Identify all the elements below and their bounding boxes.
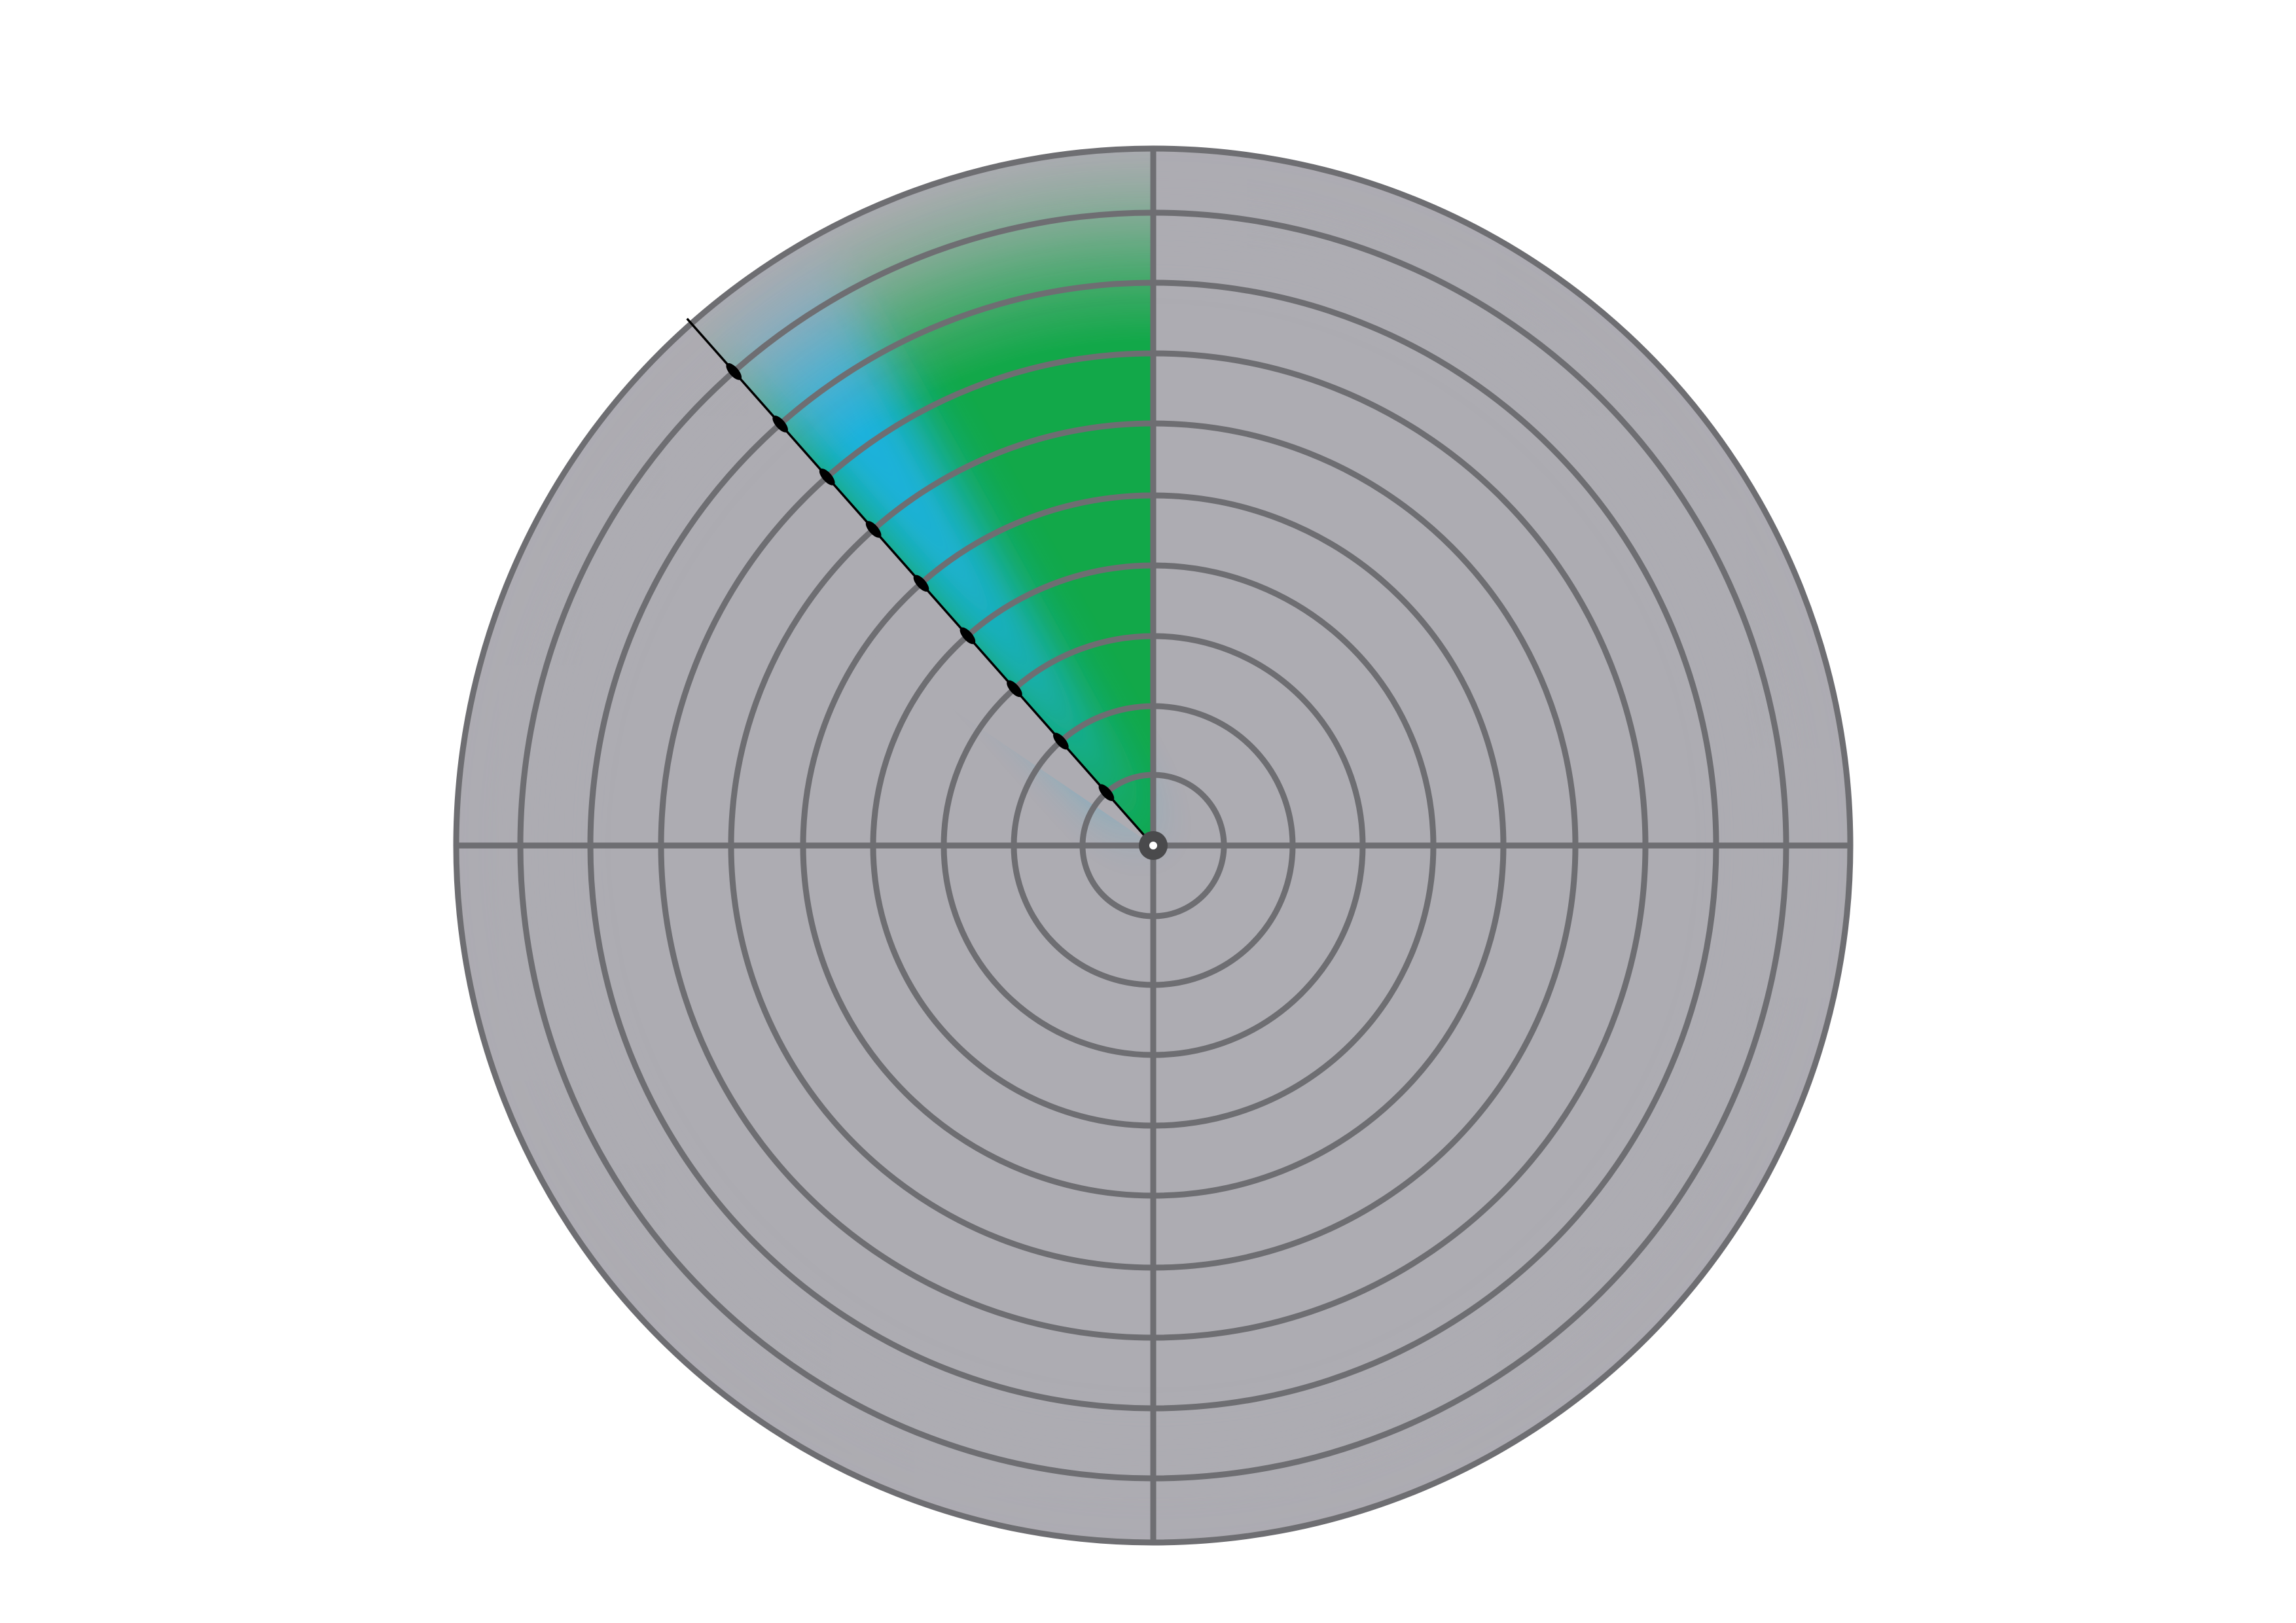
sweep-bead bbox=[1053, 732, 1069, 750]
sweep-fade-edge bbox=[568, 316, 1153, 846]
sweep-bead bbox=[772, 416, 788, 433]
sweep-wedge-blue bbox=[685, 226, 1153, 846]
sweep-bead bbox=[1007, 680, 1022, 698]
sweep-bead bbox=[960, 627, 976, 645]
sweep-bead bbox=[726, 363, 742, 380]
sweep-bead bbox=[913, 575, 929, 592]
sweep-bead bbox=[819, 468, 835, 486]
sweep-bead bbox=[865, 521, 882, 538]
sweep-bead bbox=[1098, 784, 1115, 801]
hub-center bbox=[1148, 840, 1158, 851]
